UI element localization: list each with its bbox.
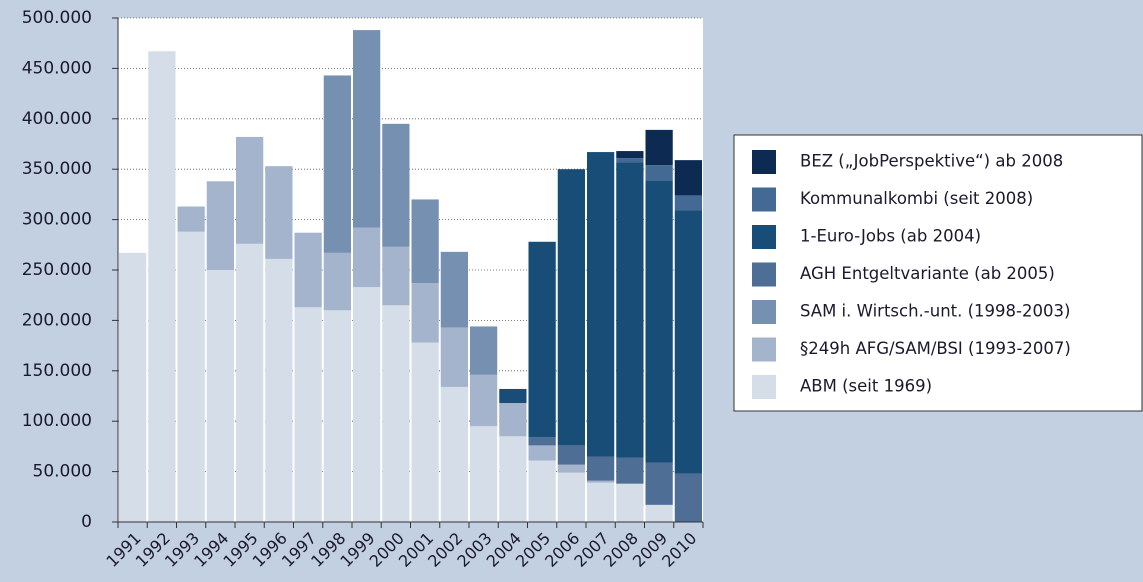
bar-segment [587, 456, 615, 481]
bar-segment [119, 252, 147, 522]
legend-box [733, 134, 1143, 412]
bar-segment [587, 152, 615, 457]
bar-segment [470, 326, 498, 375]
bar-segment [294, 232, 322, 308]
bar-segment [265, 258, 293, 522]
legend-swatch [752, 337, 776, 362]
bar-segment [557, 445, 585, 465]
bar-segment [177, 231, 205, 523]
bar-segment [236, 136, 264, 244]
legend-swatch [752, 300, 776, 324]
y-tick-label: 450.000 [22, 58, 92, 78]
bar-segment [528, 241, 556, 438]
legend-label: Kommunalkombi (seit 2008) [800, 189, 1033, 208]
bar-segment [587, 482, 615, 522]
legend-swatch [752, 150, 776, 174]
bar-segment [440, 327, 468, 387]
bar-segment [616, 162, 644, 458]
bar-segment [353, 30, 381, 228]
y-tick-label: 300.000 [22, 210, 92, 230]
bar-segment [616, 457, 644, 484]
bar-segment [645, 504, 673, 522]
y-tick-label: 150.000 [22, 361, 92, 381]
bar-segment [674, 160, 702, 196]
legend-label: AGH Entgeltvariante (ab 2005) [800, 264, 1055, 283]
bar-segment [674, 195, 702, 211]
bar-segment [499, 388, 527, 404]
bar-segment [411, 342, 439, 522]
bar-segment [645, 165, 673, 181]
legend-swatch [752, 187, 776, 212]
legend-label: SAM i. Wirtsch.-unt. (1998-2003) [800, 302, 1070, 321]
y-tick-label: 200.000 [22, 310, 92, 330]
bar-segment [499, 436, 527, 522]
y-tick-label: 500.000 [22, 8, 92, 28]
bar-segment [411, 199, 439, 284]
bar-segment [557, 472, 585, 522]
y-tick-label: 50.000 [33, 462, 92, 482]
bar-segment [557, 464, 585, 473]
bar-segment [528, 460, 556, 522]
bar-segment [674, 473, 702, 522]
y-tick-label: 400.000 [22, 109, 92, 129]
legend-swatch [752, 225, 776, 249]
bar-segment [616, 151, 644, 159]
bar-segment [528, 437, 556, 446]
bar-segment [323, 310, 351, 522]
y-tick-label: 100.000 [22, 411, 92, 431]
bar-segment [265, 166, 293, 259]
bar-segment [557, 169, 585, 446]
bar-segment [382, 305, 410, 522]
bar-segment [353, 227, 381, 288]
bar-segment [294, 307, 322, 522]
legend-label: 1-Euro-Jobs (ab 2004) [800, 227, 981, 246]
bar-segment [587, 480, 615, 483]
bar-segment [323, 252, 351, 311]
bar-segment [148, 51, 176, 522]
bar-segment [616, 158, 644, 163]
bar-segment [382, 246, 410, 306]
bar-segment [645, 180, 673, 463]
legend-swatch [752, 375, 776, 399]
y-tick-label: 0 [81, 512, 92, 532]
y-tick-label: 350.000 [22, 159, 92, 179]
bar-segment [382, 123, 410, 247]
bar-segment [206, 270, 234, 522]
bar-segment [440, 251, 468, 328]
bar-segment [499, 403, 527, 437]
bar-segment [206, 181, 234, 270]
legend-label: ABM (seit 1969) [800, 377, 932, 396]
bar-segment [645, 129, 673, 166]
bar-segment [528, 445, 556, 461]
bar-segment [470, 374, 498, 427]
bar-segment [353, 287, 381, 522]
legend-swatch [752, 262, 776, 287]
bar-segment [440, 386, 468, 522]
bar-segment [411, 283, 439, 343]
bar-segment [645, 462, 673, 505]
legend-label: §249h AFG/SAM/BSI (1993-2007) [800, 339, 1071, 358]
bar-segment [674, 210, 702, 474]
bar-segment [236, 243, 264, 523]
legend-label: BEZ („JobPerspektive“) ab 2008 [800, 152, 1063, 171]
bar-segment [177, 206, 205, 232]
legend: ABM (seit 1969) §249h AFG/SAM/BSI (1993-2… [752, 150, 1071, 399]
bar-segment [323, 75, 351, 253]
bar-segment [616, 483, 644, 522]
x-tick-label: 2010 [658, 529, 700, 571]
y-tick-label: 250.000 [22, 260, 92, 280]
bar-segment [470, 426, 498, 522]
